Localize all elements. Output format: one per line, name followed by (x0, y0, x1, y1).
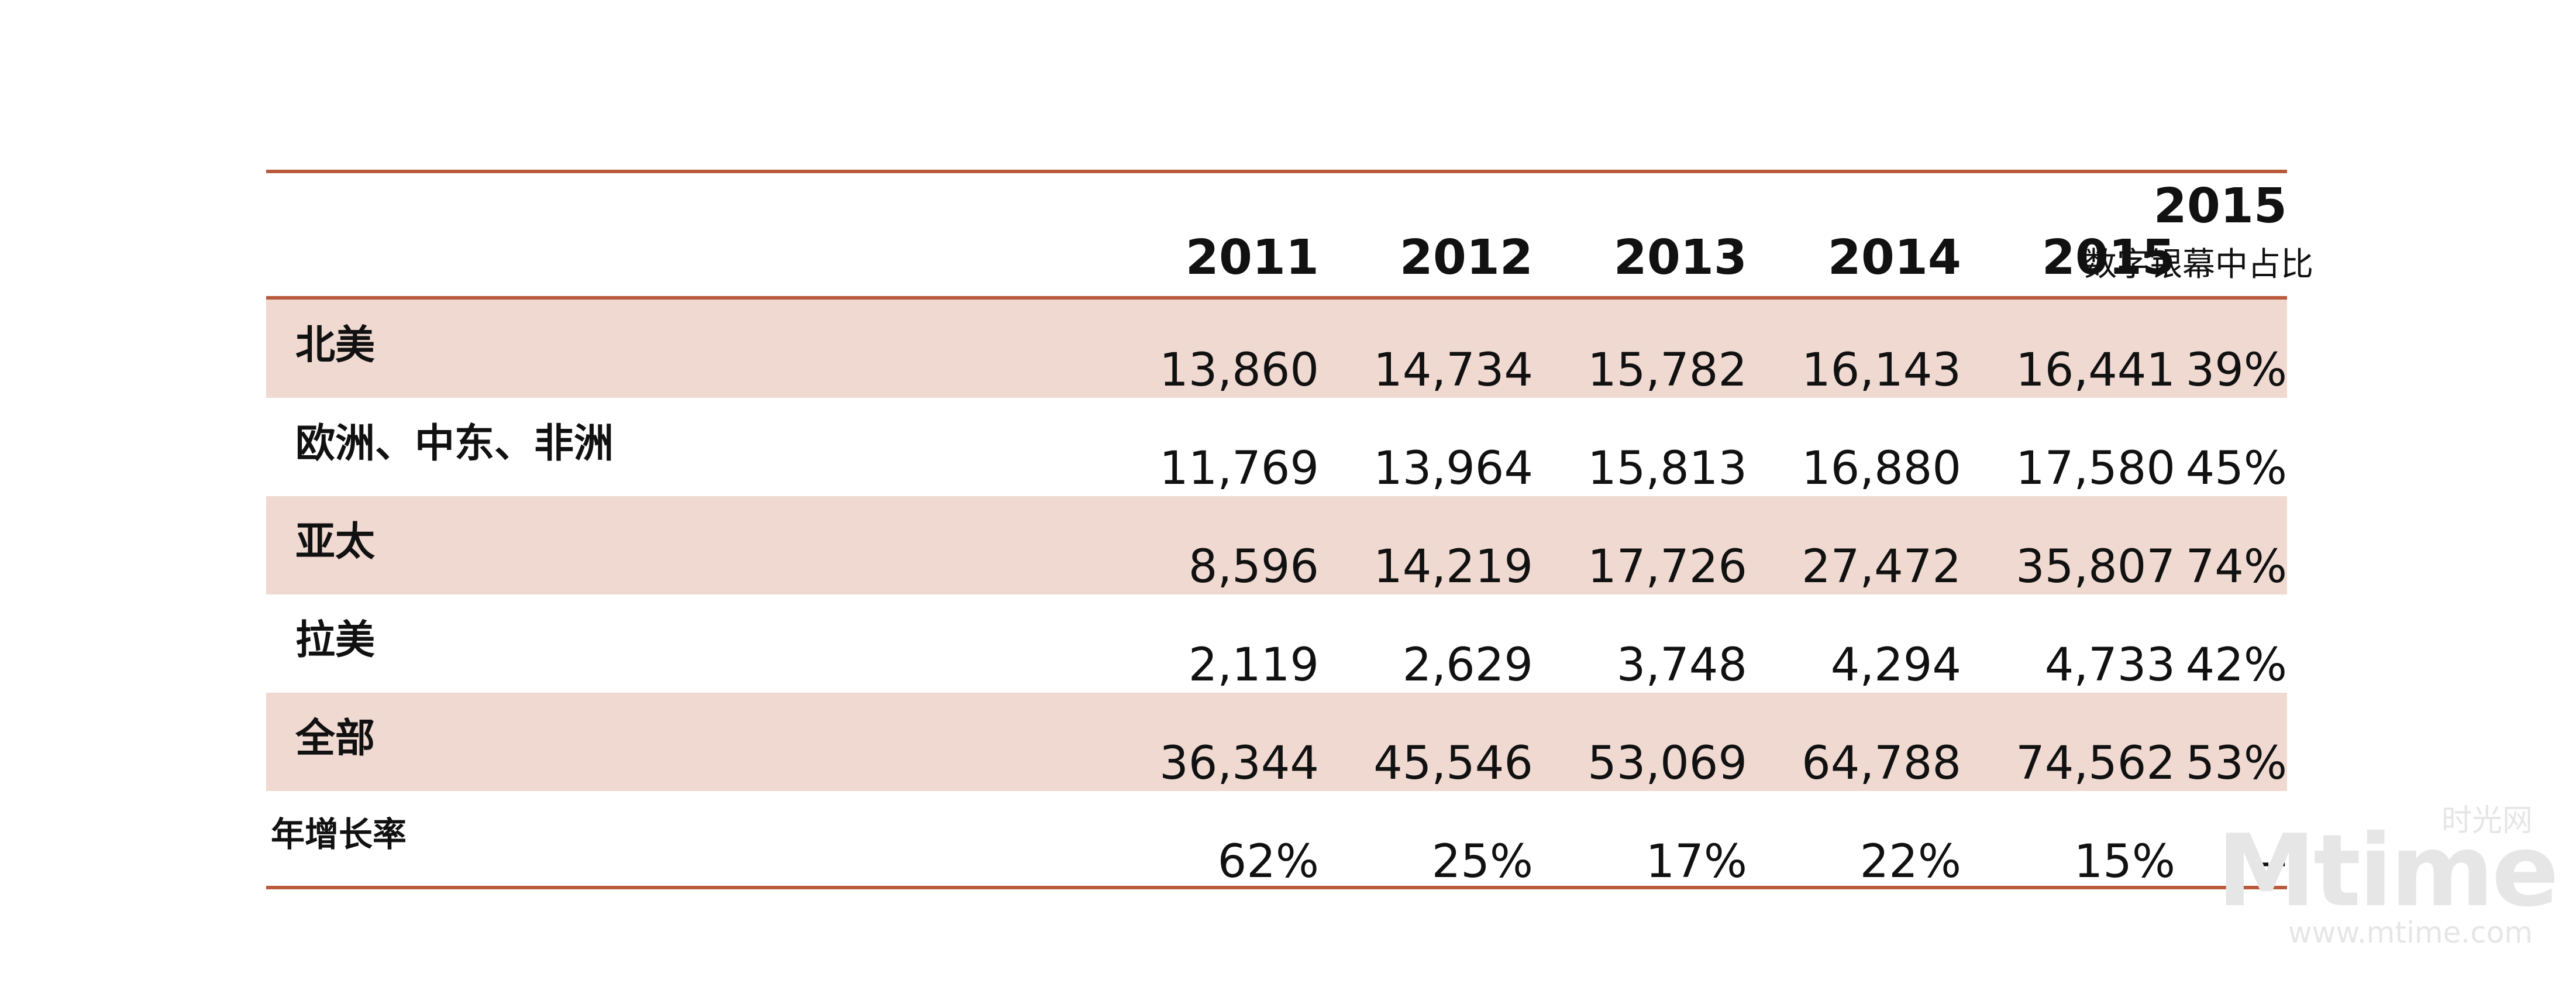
table-header-rule (266, 296, 2287, 300)
table-bottom-rule (266, 886, 2287, 889)
row-label: 年增长率 (271, 814, 407, 854)
share-cell: 53% (2185, 737, 2287, 790)
share-cell: -- (2254, 835, 2287, 888)
table-cell: 15,782 (1587, 344, 1747, 397)
watermark-site-name: 时光网 (2441, 803, 2533, 838)
table-cell: 25% (1431, 835, 1533, 888)
table-row: 欧洲、中东、非洲 11,769 13,964 15,813 16,880 17,580 45… (266, 398, 2287, 496)
table-row: 亚太 8,596 14,219 17,726 27,472 35,807 74% (266, 496, 2287, 594)
table-cell: 16,880 (1802, 442, 1961, 495)
table-cell: 2,629 (1402, 639, 1533, 692)
table-row: 年增长率 62% 25% 17% 22% 15% -- (266, 791, 2287, 889)
watermark-logo-text: Mtime (2217, 813, 2559, 929)
column-header-2014: 2014 (1827, 230, 1961, 286)
table-cell: 8,596 (1188, 541, 1319, 593)
table-cell: 17,726 (1587, 541, 1747, 593)
table-cell: 64,788 (1802, 737, 1961, 790)
column-header-2015: 2015 (2041, 230, 2175, 286)
row-label: 全部 (295, 716, 376, 762)
share-column-year: 2015 (2153, 178, 2287, 234)
table-cell: 16,143 (1802, 344, 1961, 397)
row-label: 拉美 (295, 617, 376, 663)
table-top-rule (266, 170, 2287, 173)
table-cell: 4,294 (1830, 639, 1961, 692)
row-label: 欧洲、中东、非洲 (295, 421, 614, 467)
share-cell: 74% (2185, 541, 2287, 593)
table-cell: 13,860 (1159, 344, 1319, 397)
table-cell: 13,964 (1373, 442, 1533, 495)
column-header-2012: 2012 (1399, 230, 1533, 286)
table-row: 拉美 2,119 2,629 3,748 4,294 4,733 42% (266, 594, 2287, 693)
row-label: 亚太 (295, 519, 376, 565)
table-cell: 74,562 (2016, 737, 2175, 790)
table-cell: 35,807 (2016, 541, 2175, 593)
share-cell: 39% (2185, 344, 2287, 397)
table-cell: 45,546 (1373, 737, 1533, 790)
table-cell: 11,769 (1159, 442, 1319, 495)
table-cell: 17% (1645, 835, 1747, 888)
table-cell: 4,733 (2044, 639, 2175, 692)
table-row: 北美 13,860 14,734 15,782 16,143 16,441 39% (266, 300, 2287, 398)
share-cell: 45% (2185, 442, 2287, 495)
table-cell: 15% (2074, 835, 2175, 888)
watermark-url: www.mtime.com (2288, 916, 2533, 950)
watermark: 时光网 Mtime www.mtime.com (2217, 796, 2559, 950)
table-cell: 16,441 (2016, 344, 2175, 397)
table-cell: 17,580 (2016, 442, 2175, 495)
table-cell: 3,748 (1616, 639, 1747, 692)
share-column-label: 数字银幕中占比 (2084, 246, 2313, 284)
table-cell: 2,119 (1188, 639, 1319, 692)
table-cell: 22% (1859, 835, 1961, 888)
table-cell: 14,734 (1373, 344, 1533, 397)
table-cell: 14,219 (1373, 541, 1533, 593)
table-cell: 62% (1217, 835, 1319, 888)
table-cell: 27,472 (1802, 541, 1961, 593)
column-header-2011: 2011 (1185, 230, 1319, 286)
table-cell: 36,344 (1159, 737, 1319, 790)
table-row: 全部 36,344 45,546 53,069 64,788 74,562 53% (266, 693, 2287, 791)
column-header-2013: 2013 (1613, 230, 1747, 286)
share-cell: 42% (2185, 639, 2287, 692)
table-cell: 15,813 (1587, 442, 1747, 495)
table-cell: 53,069 (1587, 737, 1747, 790)
row-label: 北美 (295, 322, 376, 369)
